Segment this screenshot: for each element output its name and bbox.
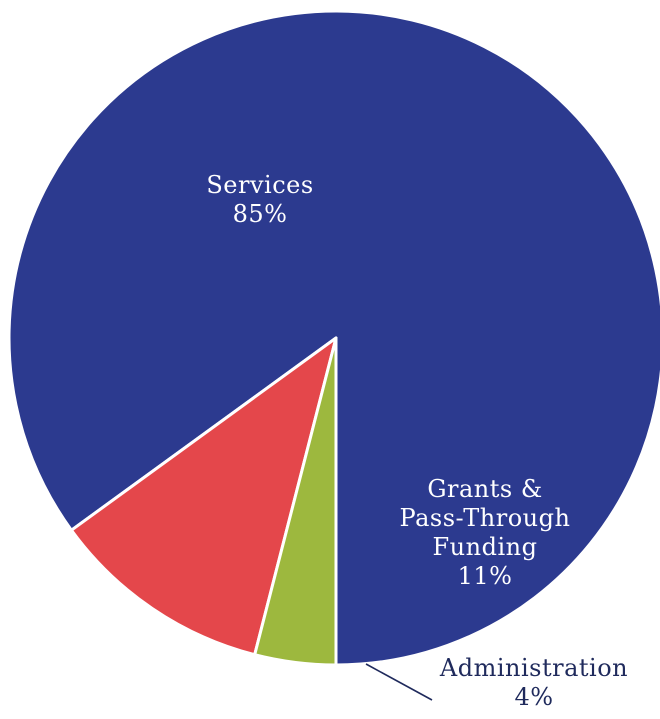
slice-label-services: Services 85%	[206, 171, 313, 228]
slice-label-line: 4%	[514, 683, 553, 711]
slice-label-grants-pass-through-funding: Grants & Pass-Through Funding 11%	[400, 475, 571, 590]
slice-label-administration: Administration 4%	[439, 654, 628, 711]
slice-label-line: Funding	[433, 533, 538, 561]
leader-line-administration	[365, 663, 433, 701]
pie-slice-grants-pass-through-funding	[69, 336, 338, 657]
slice-label-line: 11%	[458, 562, 513, 590]
slice-label-line: 85%	[233, 200, 288, 228]
slice-label-line: Grants &	[427, 475, 542, 503]
pie-slice-administration	[253, 336, 338, 667]
slice-label-line: Services	[206, 171, 313, 199]
slice-label-line: Administration	[439, 654, 628, 682]
slice-label-line: Pass-Through	[400, 504, 571, 532]
